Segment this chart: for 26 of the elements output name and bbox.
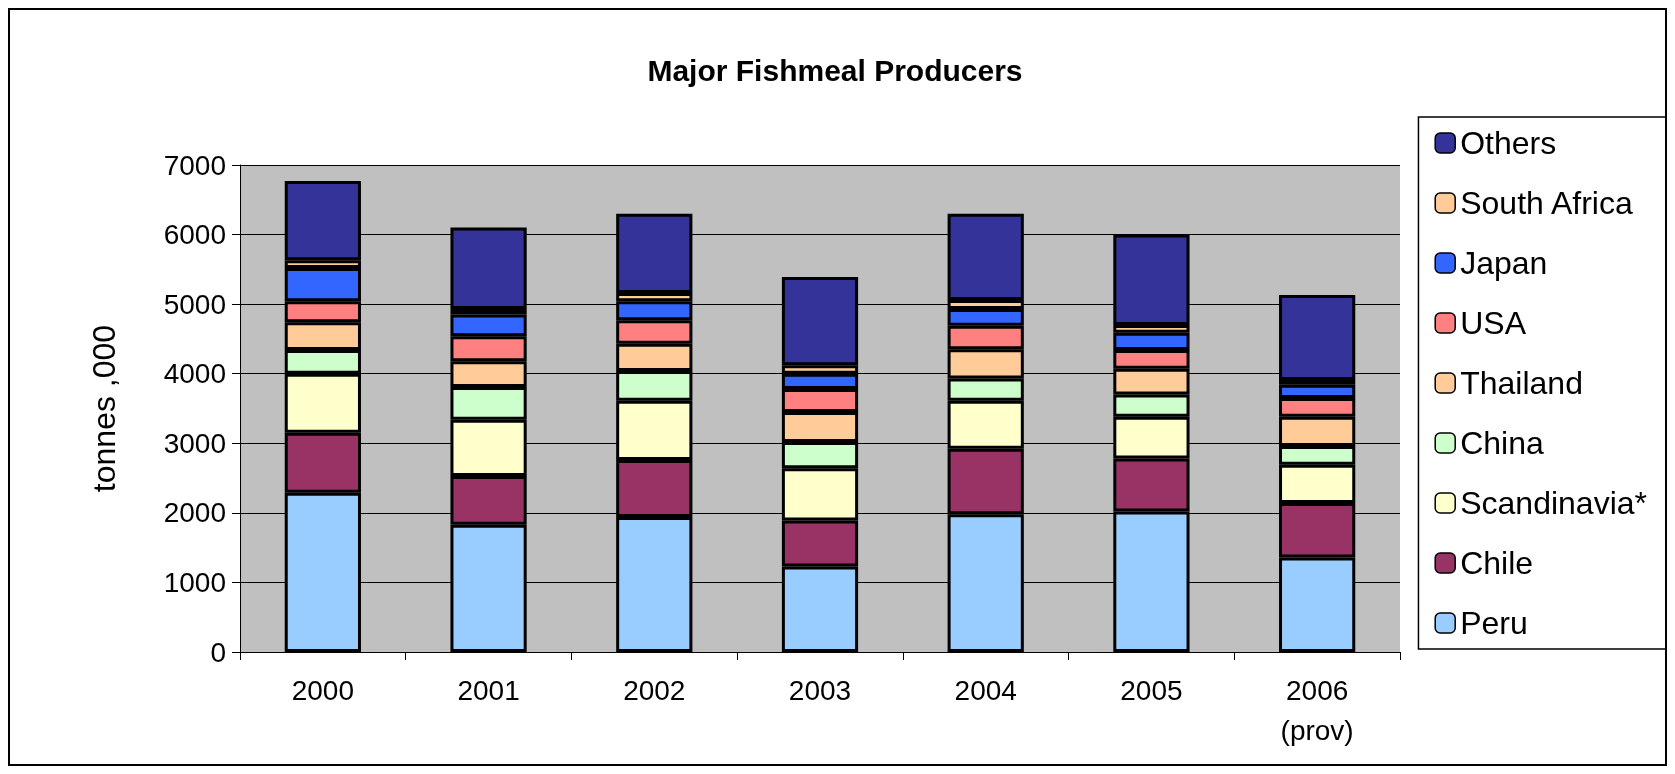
x-tick-label: 2003 <box>788 674 852 706</box>
y-tick-label: 7000 <box>163 149 226 181</box>
legend-label: USA <box>1460 305 1527 341</box>
x-tick-label: 2001 <box>457 674 520 706</box>
chart-title: Major Fishmeal Producers <box>647 53 1023 87</box>
x-tick-label: 2000 <box>291 674 355 706</box>
x-tick-label: 2004 <box>954 674 1017 706</box>
legend-label: Thailand <box>1460 365 1583 401</box>
y-axis-title: tonnes ,000 <box>86 324 122 493</box>
legend-label: Chile <box>1460 545 1534 581</box>
x-tick-label: 2005 <box>1120 674 1183 706</box>
x-tick-label: 2002 <box>623 674 686 706</box>
y-tick-label: 0 <box>210 636 226 668</box>
legend-label: China <box>1460 425 1545 461</box>
y-tick-label: 3000 <box>163 427 226 459</box>
y-tick-label: 1000 <box>163 566 226 598</box>
legend-label: South Africa <box>1460 185 1633 221</box>
y-tick-label: 6000 <box>163 219 226 251</box>
y-tick-label: 4000 <box>163 358 226 390</box>
legend-label: Japan <box>1460 245 1548 281</box>
y-tick-label: 2000 <box>163 497 226 529</box>
legend-label: Peru <box>1460 605 1528 641</box>
legend-label: Others <box>1460 125 1557 161</box>
y-tick-label: 5000 <box>163 288 226 320</box>
x-tick-label: 2006 (prov) <box>1280 674 1354 746</box>
legend-label: Scandinavia* <box>1460 485 1647 521</box>
